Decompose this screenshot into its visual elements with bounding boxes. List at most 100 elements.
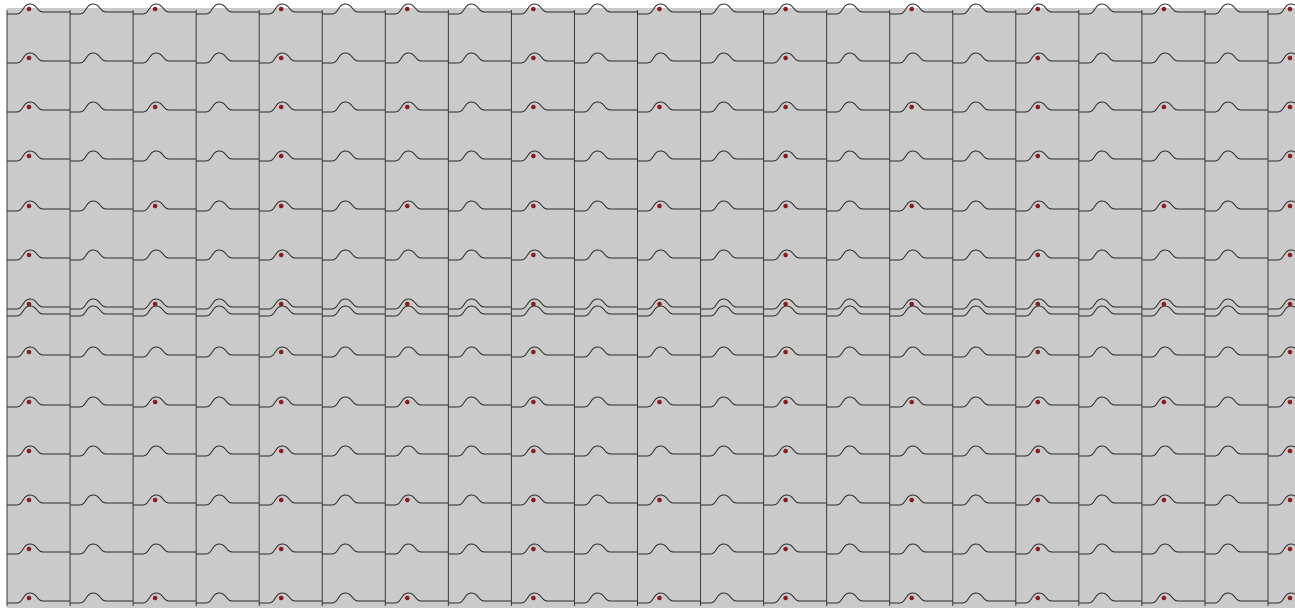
nail-dot [1035,252,1041,258]
nail-dot [152,6,158,12]
nail-dot [531,349,536,355]
nail-dot [278,153,284,159]
nail-dot [26,349,32,355]
nail-dot [26,595,32,601]
tile-row-edge [7,52,1295,64]
nail-dot [531,153,536,159]
nail-dot [783,399,788,405]
nail-dot [783,497,788,503]
nail-dot [1035,153,1041,159]
nail-dot [909,497,914,503]
nail-dot [531,104,536,110]
nail-dot [1161,104,1167,110]
nail-dot [657,595,662,601]
nail-dot [152,104,158,110]
tile-row-edge [7,445,1295,457]
nail-dot [783,252,788,258]
nail-dot [531,497,536,503]
nail-dot [1035,104,1041,110]
tile-row-edge [7,346,1295,358]
nail-dot [531,595,536,601]
tile-row-edge [7,249,1295,261]
nail-dot [405,399,410,405]
nail-dot [783,546,788,552]
nail-dot [1035,546,1041,552]
nail-dot [278,301,284,307]
nail-dot [405,203,410,209]
nail-dot [26,399,32,405]
nail-dot [26,203,32,209]
nail-dot [1287,252,1293,258]
nail-dot [1287,349,1293,355]
nail-dot [1287,153,1293,159]
nail-dot [1035,448,1041,454]
nail-dot [783,153,788,159]
tile-row-edge [7,298,1295,310]
nail-dot [1035,55,1041,61]
nail-dot [783,349,788,355]
nail-dot [152,399,158,405]
nail-dot [909,6,914,12]
nail-dot [1035,6,1041,12]
nail-dot [1287,399,1293,405]
nail-dot [1035,497,1041,503]
nail-dot [1035,595,1041,601]
nail-dot [26,153,32,159]
nail-dot [531,448,536,454]
nail-dot [26,497,32,503]
nail-dot [1287,448,1293,454]
nail-dot [1287,595,1293,601]
nail-dot [657,203,662,209]
nail-dot [1287,104,1293,110]
nail-dot [26,448,32,454]
nail-dot [783,55,788,61]
nail-dot [152,595,158,601]
nail-dot [26,55,32,61]
nail-dot [278,6,284,12]
nail-dot [1287,203,1293,209]
nail-dot [531,301,536,307]
nail-dot [1161,301,1167,307]
nail-dot [405,301,410,307]
nail-dot [278,595,284,601]
tile-row-edge [7,3,1295,15]
nail-dot [783,104,788,110]
nail-dot [26,104,32,110]
nail-dot [657,399,662,405]
nail-dot [1161,203,1167,209]
tile-row-edge [7,200,1295,212]
nail-dot [657,6,662,12]
tile-row-edge [7,494,1295,506]
nail-dot [152,203,158,209]
nail-dot [1161,595,1167,601]
nail-dot [278,104,284,110]
nail-dot [26,546,32,552]
nail-dot [278,448,284,454]
tile-row-edge [7,543,1295,555]
nail-dot [657,497,662,503]
nail-dot [26,301,32,307]
nail-dot [909,301,914,307]
nail-dot [278,252,284,258]
tile-row-edge [7,592,1295,604]
nail-dot [531,252,536,258]
tile-row-edge [7,101,1295,113]
nail-dot [657,104,662,110]
nail-dot [278,546,284,552]
nail-dot [1161,399,1167,405]
roof-surface [7,8,1295,608]
tile-row-edge [7,150,1295,162]
nail-dot [657,301,662,307]
nail-dot [1161,6,1167,12]
nail-dot [783,301,788,307]
nail-dot [1035,349,1041,355]
nail-dot [278,399,284,405]
nail-dot [278,203,284,209]
nail-dot [783,6,788,12]
nail-dot [405,595,410,601]
nail-dot [1287,497,1293,503]
nail-dot [783,595,788,601]
nail-dot [405,6,410,12]
nail-dot [405,104,410,110]
